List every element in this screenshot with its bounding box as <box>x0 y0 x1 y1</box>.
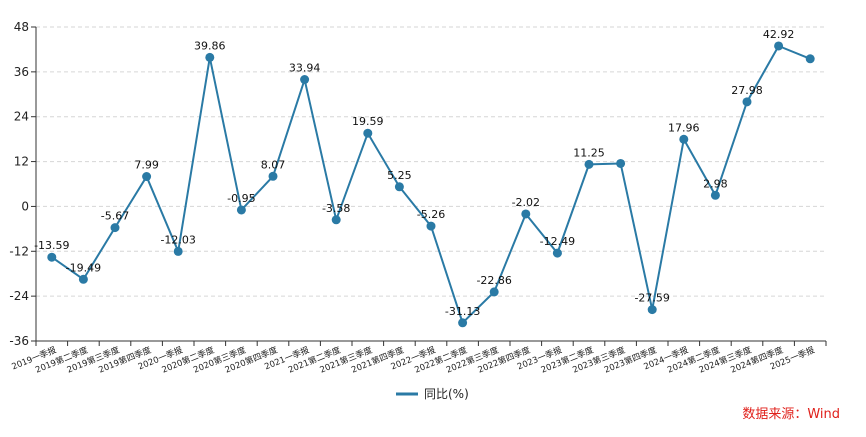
data-label: -2.02 <box>512 196 540 209</box>
data-point <box>679 134 689 144</box>
data-label: 8.07 <box>261 158 286 171</box>
data-label: 42.92 <box>763 28 795 41</box>
data-point <box>205 52 215 62</box>
data-label: -31.13 <box>445 305 480 318</box>
data-label: 7.99 <box>134 159 159 172</box>
data-point <box>363 128 373 138</box>
data-label: -5.26 <box>417 208 445 221</box>
data-label: 5.25 <box>387 169 412 182</box>
data-point <box>710 190 720 200</box>
y-tick-label: 24 <box>14 110 29 124</box>
data-point <box>584 159 594 169</box>
data-point <box>268 171 278 181</box>
data-label: 27.98 <box>731 84 763 97</box>
data-label: 2.98 <box>703 177 728 190</box>
y-tick-label: 0 <box>21 199 29 213</box>
data-label: -12.03 <box>160 233 195 246</box>
y-tick-label: -12 <box>9 244 29 258</box>
data-label: -5.67 <box>101 210 129 223</box>
data-label: -22.86 <box>476 274 511 287</box>
data-label: -12.49 <box>540 235 575 248</box>
y-tick-label: -24 <box>9 289 29 303</box>
data-point <box>394 182 404 192</box>
series-line <box>51 44 811 324</box>
x-axis-ticks: 2019一季报2019第二季度2019第三季度2019第四季度2020一季报20… <box>10 341 827 376</box>
data-point <box>742 97 752 107</box>
legend[interactable]: 同比(%) <box>396 387 469 401</box>
data-point <box>647 305 657 315</box>
data-point <box>110 223 120 233</box>
data-point <box>426 221 436 231</box>
data-point <box>47 252 57 262</box>
data-point <box>805 54 815 64</box>
data-point <box>236 205 246 215</box>
data-point <box>173 246 183 256</box>
axes <box>35 27 826 342</box>
data-point <box>521 209 531 219</box>
data-label: -0.95 <box>227 192 255 205</box>
data-label: 17.96 <box>668 121 700 134</box>
data-point <box>458 318 468 328</box>
legend-label: 同比(%) <box>424 387 469 401</box>
data-label: -27.59 <box>634 292 669 305</box>
data-point <box>331 215 341 225</box>
data-label: 19.59 <box>352 115 384 128</box>
y-tick-label: 12 <box>14 155 29 169</box>
data-point <box>774 41 784 51</box>
data-label: 11.25 <box>573 146 605 159</box>
data-point <box>616 158 626 168</box>
data-point <box>552 248 562 258</box>
y-tick-label: 36 <box>14 65 29 79</box>
data-label: -19.49 <box>66 261 101 274</box>
data-label: 33.94 <box>289 62 321 75</box>
data-point <box>489 287 499 297</box>
data-point <box>142 172 152 182</box>
series-layer: -13.59 -19.49 -5.67 7.99 -12.03 39.86 -0.95 8.0… <box>34 28 815 328</box>
data-label: -13.59 <box>34 239 69 252</box>
data-point <box>300 75 310 85</box>
data-label: 39.86 <box>194 39 226 52</box>
grid-lines <box>36 26 826 297</box>
source-note: 数据来源：Wind <box>742 407 840 422</box>
data-point <box>78 274 88 284</box>
y-tick-label: -36 <box>9 334 29 348</box>
data-label: -3.58 <box>322 202 350 215</box>
y-axis-ticks: 48 36 24 12 0 -12 -24 -36 <box>9 20 36 348</box>
y-tick-label: 48 <box>14 20 29 34</box>
